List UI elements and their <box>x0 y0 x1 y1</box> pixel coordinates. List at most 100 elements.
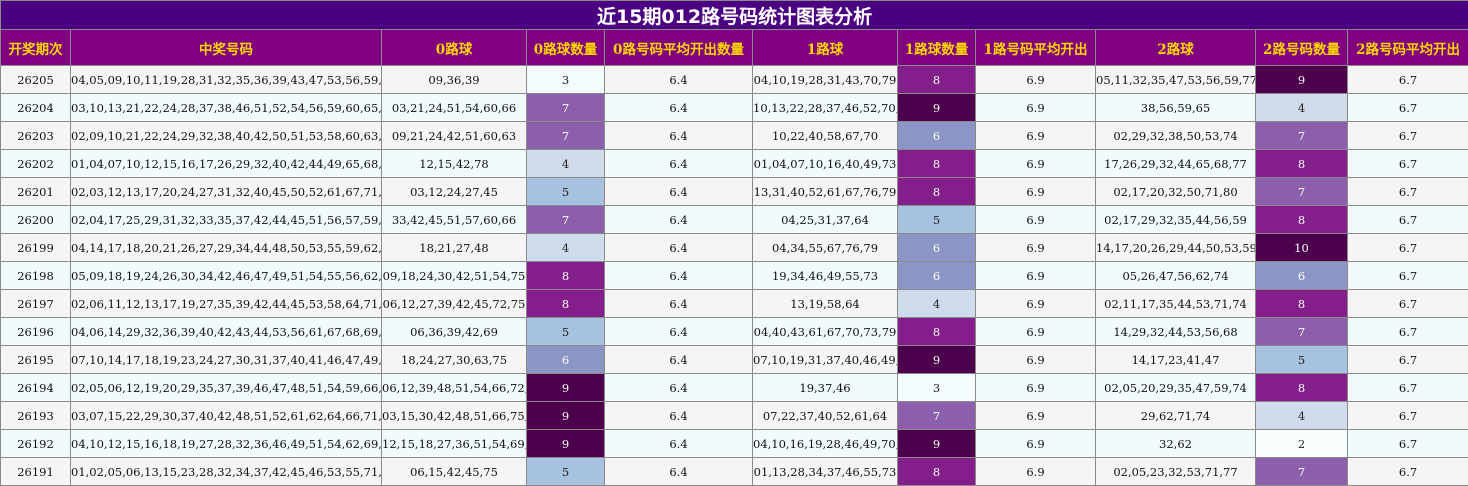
header-route1-balls: 1路球 <box>753 30 898 66</box>
cell-winning-numbers: 04,05,09,10,11,19,28,31,32,35,36,39,43,4… <box>71 66 382 94</box>
cell-route0-balls: 06,12,39,48,51,54,66,72,78 <box>382 374 527 402</box>
cell-route2-average: 6.7 <box>1348 346 1468 374</box>
cell-route1-average: 6.9 <box>976 66 1096 94</box>
cell-route1-average: 6.9 <box>976 262 1096 290</box>
cell-winning-numbers: 04,06,14,29,32,36,39,40,42,43,44,53,56,6… <box>71 318 382 346</box>
cell-route2-average: 6.7 <box>1348 178 1468 206</box>
cell-route0-average: 6.4 <box>605 150 753 178</box>
cell-issue: 26194 <box>1 374 71 402</box>
cell-route2-average: 6.7 <box>1348 318 1468 346</box>
cell-route2-balls: 02,11,17,35,44,53,71,74 <box>1096 290 1256 318</box>
header-route2-average: 2路号码平均开出 <box>1348 30 1468 66</box>
cell-route0-average: 6.4 <box>605 206 753 234</box>
cell-route0-count: 6 <box>527 346 605 374</box>
cell-route0-count: 8 <box>527 262 605 290</box>
cell-route1-count: 6 <box>898 122 976 150</box>
cell-route0-balls: 09,18,24,30,42,51,54,75 <box>382 262 527 290</box>
cell-route0-average: 6.4 <box>605 234 753 262</box>
cell-route1-average: 6.9 <box>976 122 1096 150</box>
cell-winning-numbers: 03,07,15,22,29,30,37,40,42,48,51,52,61,6… <box>71 402 382 430</box>
cell-route1-balls: 07,10,19,31,37,40,46,49,64 <box>753 346 898 374</box>
cell-route0-balls: 03,21,24,51,54,60,66 <box>382 94 527 122</box>
cell-route0-balls: 06,36,39,42,69 <box>382 318 527 346</box>
cell-route1-count: 4 <box>898 290 976 318</box>
cell-winning-numbers: 02,09,10,21,22,24,29,32,38,40,42,50,51,5… <box>71 122 382 150</box>
cell-route2-count: 2 <box>1256 430 1348 458</box>
cell-issue: 26198 <box>1 262 71 290</box>
cell-issue: 26201 <box>1 178 71 206</box>
cell-route2-balls: 02,05,23,32,53,71,77 <box>1096 458 1256 486</box>
cell-route0-count: 9 <box>527 374 605 402</box>
cell-issue: 26205 <box>1 66 71 94</box>
cell-route0-count: 7 <box>527 206 605 234</box>
cell-issue: 26200 <box>1 206 71 234</box>
cell-route2-balls: 29,62,71,74 <box>1096 402 1256 430</box>
cell-route1-balls: 04,34,55,67,76,79 <box>753 234 898 262</box>
cell-issue: 26204 <box>1 94 71 122</box>
cell-route2-balls: 05,11,32,35,47,53,56,59,77 <box>1096 66 1256 94</box>
cell-route1-count: 8 <box>898 458 976 486</box>
cell-issue: 26195 <box>1 346 71 374</box>
cell-route0-balls: 09,36,39 <box>382 66 527 94</box>
cell-winning-numbers: 02,04,17,25,29,31,32,33,35,37,42,44,45,5… <box>71 206 382 234</box>
cell-route2-average: 6.7 <box>1348 374 1468 402</box>
cell-route1-average: 6.9 <box>976 346 1096 374</box>
cell-route1-count: 6 <box>898 234 976 262</box>
cell-route2-average: 6.7 <box>1348 66 1468 94</box>
cell-route1-balls: 10,13,22,28,37,46,52,70,73 <box>753 94 898 122</box>
cell-route0-count: 5 <box>527 458 605 486</box>
cell-route2-balls: 05,26,47,56,62,74 <box>1096 262 1256 290</box>
cell-route0-average: 6.4 <box>605 318 753 346</box>
cell-route1-balls: 10,22,40,58,67,70 <box>753 122 898 150</box>
cell-route1-balls: 04,25,31,37,64 <box>753 206 898 234</box>
cell-route1-count: 9 <box>898 94 976 122</box>
cell-winning-numbers: 02,06,11,12,13,17,19,27,35,39,42,44,45,5… <box>71 290 382 318</box>
cell-route2-count: 8 <box>1256 206 1348 234</box>
cell-route2-balls: 14,29,32,44,53,56,68 <box>1096 318 1256 346</box>
cell-route2-average: 6.7 <box>1348 94 1468 122</box>
cell-route0-count: 9 <box>527 402 605 430</box>
cell-route0-balls: 09,21,24,42,51,60,63 <box>382 122 527 150</box>
cell-issue: 26193 <box>1 402 71 430</box>
cell-route0-count: 7 <box>527 94 605 122</box>
cell-route0-average: 6.4 <box>605 94 753 122</box>
cell-route0-count: 5 <box>527 178 605 206</box>
cell-route1-average: 6.9 <box>976 150 1096 178</box>
cell-route1-balls: 13,19,58,64 <box>753 290 898 318</box>
cell-route2-balls: 17,26,29,32,44,65,68,77 <box>1096 150 1256 178</box>
cell-route1-average: 6.9 <box>976 234 1096 262</box>
cell-route1-balls: 19,34,46,49,55,73 <box>753 262 898 290</box>
cell-route1-balls: 13,31,40,52,61,67,76,79 <box>753 178 898 206</box>
cell-route0-count: 7 <box>527 122 605 150</box>
cell-route2-count: 4 <box>1256 94 1348 122</box>
cell-route2-count: 7 <box>1256 318 1348 346</box>
cell-route2-count: 10 <box>1256 234 1348 262</box>
cell-route0-average: 6.4 <box>605 178 753 206</box>
cell-route2-count: 9 <box>1256 66 1348 94</box>
cell-route1-average: 6.9 <box>976 318 1096 346</box>
cell-route1-count: 8 <box>898 66 976 94</box>
header-route1-average: 1路号码平均开出 <box>976 30 1096 66</box>
cell-winning-numbers: 07,10,14,17,18,19,23,24,27,30,31,37,40,4… <box>71 346 382 374</box>
cell-route1-average: 6.9 <box>976 402 1096 430</box>
cell-route1-balls: 19,37,46 <box>753 374 898 402</box>
cell-route0-count: 4 <box>527 150 605 178</box>
cell-route0-average: 6.4 <box>605 122 753 150</box>
cell-route2-balls: 02,05,20,29,35,47,59,74 <box>1096 374 1256 402</box>
cell-route2-count: 5 <box>1256 346 1348 374</box>
cell-issue: 26202 <box>1 150 71 178</box>
cell-route0-average: 6.4 <box>605 430 753 458</box>
cell-route0-balls: 18,24,27,30,63,75 <box>382 346 527 374</box>
cell-route0-count: 4 <box>527 234 605 262</box>
cell-route1-count: 9 <box>898 346 976 374</box>
cell-route2-balls: 14,17,23,41,47 <box>1096 346 1256 374</box>
cell-route1-count: 3 <box>898 374 976 402</box>
